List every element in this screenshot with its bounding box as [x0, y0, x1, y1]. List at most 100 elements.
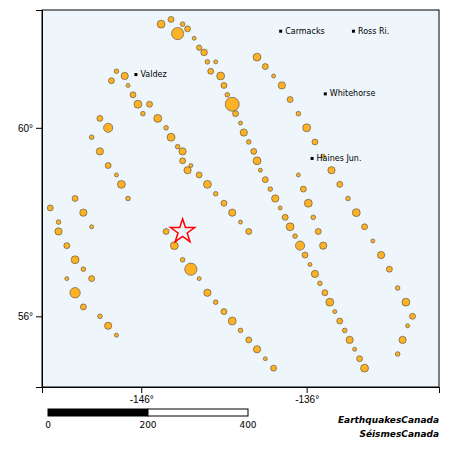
earthquake [72, 196, 78, 202]
earthquake [342, 328, 347, 333]
earthquake [134, 100, 142, 108]
x-axis: -146° -136° [43, 387, 440, 405]
earthquake [402, 298, 410, 306]
plot: -146°-136°56°60°ValdezCarmacksRoss Ri.Ha… [18, 10, 440, 405]
tick: -146° [130, 387, 154, 405]
tick-label: -136° [295, 394, 319, 405]
tick-label: 60° [18, 123, 33, 134]
tick: -136° [295, 387, 319, 405]
earthquake [293, 234, 298, 239]
earthquake [196, 172, 202, 178]
earthquake [201, 49, 208, 56]
earthquake [56, 220, 61, 225]
earthquake [154, 114, 162, 122]
earthquake [192, 36, 196, 40]
earthquake [205, 60, 210, 65]
earthquake [395, 286, 400, 291]
earthquake [296, 173, 300, 177]
earthquake [406, 324, 410, 328]
earthquake [253, 157, 261, 165]
city-dot [324, 92, 327, 95]
tick-mark [36, 316, 42, 317]
scale-label: 200 [139, 420, 156, 430]
earthquake [282, 214, 288, 220]
marks [47, 16, 415, 372]
earthquake [65, 277, 69, 281]
earthquake [89, 135, 94, 140]
earthquake [164, 125, 169, 130]
earthquake [239, 220, 243, 224]
earthquake [70, 288, 80, 298]
earthquake [410, 313, 416, 319]
city-label: Ross Ri. [358, 27, 389, 36]
scale-segment [48, 409, 148, 416]
earthquake [114, 173, 118, 177]
earthquake [353, 347, 357, 351]
earthquake [271, 365, 277, 371]
earthquake [272, 195, 279, 202]
earthquake [258, 168, 262, 172]
earthquake [352, 209, 360, 217]
earthquake [263, 357, 267, 361]
earthquake [278, 206, 282, 210]
earthquake [157, 20, 165, 28]
earthquake [184, 167, 191, 174]
earthquake [203, 180, 211, 188]
earthquake [213, 191, 218, 196]
earthquake [238, 328, 243, 333]
earthquake [246, 228, 252, 234]
earthquake [185, 263, 197, 275]
earthquake [333, 310, 337, 314]
earthquake [126, 196, 131, 201]
earthquake [197, 277, 201, 281]
earthquake [287, 97, 293, 103]
earthquake [64, 243, 70, 249]
earthquake [357, 356, 363, 362]
tick-label: -146° [130, 394, 154, 405]
earthquake [89, 276, 95, 282]
tick-mark [36, 128, 42, 129]
earthquake [104, 123, 113, 132]
earthquake [221, 200, 227, 206]
earthquake [322, 290, 328, 296]
earthquake [47, 205, 53, 211]
earthquake [126, 83, 130, 87]
earthquake [262, 64, 268, 70]
credit: EarthquakesCanada [338, 415, 439, 425]
axis-line [43, 388, 440, 394]
earthquake [272, 74, 276, 78]
city-dot [134, 73, 137, 76]
earthquake [90, 225, 94, 229]
earthquake [228, 317, 236, 325]
scale-label: 0 [45, 420, 51, 430]
earthquake [225, 92, 230, 97]
star-marker [171, 219, 195, 242]
earthquake [163, 228, 169, 234]
earthquake [328, 167, 335, 174]
earthquake [286, 223, 294, 231]
y-axis: 56° 60° [18, 11, 43, 388]
plot-frame [42, 10, 439, 387]
earthquake [295, 241, 304, 250]
earthquake [214, 60, 218, 64]
earthquake [308, 262, 312, 266]
tick: 56° [18, 311, 42, 322]
earthquake [196, 45, 201, 50]
earthquake [371, 239, 375, 243]
earthquake [147, 101, 153, 107]
city-dot [352, 30, 355, 33]
earthquake [311, 215, 316, 220]
city-label: Whitehorse [330, 89, 376, 98]
tick: 60° [18, 123, 42, 134]
earthquake [208, 68, 214, 74]
city-label: Valdez [140, 70, 166, 79]
earthquake [80, 209, 87, 216]
earthquake [262, 177, 268, 183]
earthquake [221, 309, 227, 315]
earthquake [175, 144, 180, 149]
earthquake [97, 115, 103, 121]
earthquake [311, 270, 318, 277]
earthquake [278, 82, 285, 89]
tick-mark [307, 387, 308, 393]
earthquake [167, 133, 175, 141]
